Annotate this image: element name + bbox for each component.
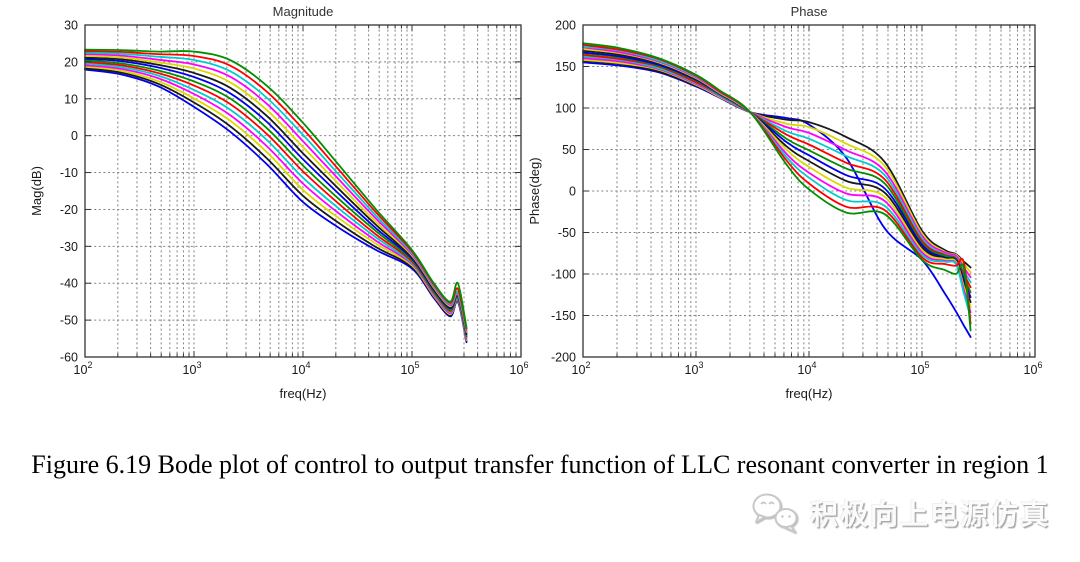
magnitude-plot-curve-04 <box>84 64 468 340</box>
magnitude-plot-curve-12 <box>84 51 468 331</box>
phase-plot-curve-07 <box>582 52 972 294</box>
y-tick-label: 50 <box>562 143 576 157</box>
y-tick-label: -40 <box>60 277 78 291</box>
magnitude-plot-curve-05 <box>84 62 468 339</box>
y-tick-label: 150 <box>555 60 576 74</box>
x-tick-label: 102 <box>572 360 591 377</box>
magnitude-plot-curve-07 <box>84 59 468 337</box>
watermark-text: 积极向上电源仿真 <box>810 499 1051 530</box>
curve-family <box>582 42 972 338</box>
phase-plot-curve-09 <box>582 49 972 304</box>
y-tick-label: 0 <box>71 129 78 143</box>
x-tick-label: 105 <box>911 360 930 377</box>
magnitude-plot-title: Magnitude <box>273 4 334 19</box>
x-tick-label: 103 <box>685 360 704 377</box>
phase-plot-curve-08 <box>582 51 972 299</box>
x-tick-label: 102 <box>74 360 93 377</box>
y-tick-label: -100 <box>551 268 576 282</box>
axis-ticks <box>84 24 522 358</box>
x-tick-label: 104 <box>292 360 311 377</box>
magnitude-plot-curve-01 <box>84 68 468 344</box>
phase-plot-curve-13 <box>582 44 972 325</box>
figure-caption: Figure 6.19 Bode plot of control to outp… <box>31 450 1049 479</box>
axis-ticks <box>582 24 1036 358</box>
y-tick-label: 30 <box>64 19 78 33</box>
x-tick-label: 105 <box>401 360 420 377</box>
watermark: 积极向上电源仿真 <box>750 492 1050 534</box>
y-tick-label: -150 <box>551 309 576 323</box>
magnitude-plot-curve-10 <box>84 55 468 333</box>
y-tick-label: 0 <box>569 185 576 199</box>
y-tick-label: -30 <box>60 240 78 254</box>
y-tick-label: 10 <box>64 92 78 106</box>
phase-plot-curve-01 <box>582 61 972 338</box>
magnitude-plot-curve-03 <box>84 65 468 341</box>
phase-plot-curve-11 <box>582 46 972 314</box>
magnitude-plot-curve-14 <box>84 48 468 329</box>
phase-plot-curve-02 <box>582 59 972 269</box>
curve-family <box>84 48 468 344</box>
y-tick-label: -50 <box>558 226 576 240</box>
y-tick-label: -50 <box>60 314 78 328</box>
magnitude-plot-curve-06 <box>84 61 468 338</box>
y-axis-label: Phase(deg) <box>527 157 542 224</box>
y-tick-label: -60 <box>60 351 78 365</box>
y-tick-label: 200 <box>555 19 576 33</box>
phase-plot-curve-10 <box>582 48 972 309</box>
phase-plot-title: Phase <box>791 4 828 19</box>
magnitude-plot-curve-11 <box>84 53 468 332</box>
phase-plot-curve-14 <box>582 42 972 332</box>
y-tick-label: 100 <box>555 102 576 116</box>
y-axis-label: Mag(dB) <box>29 166 44 216</box>
magnitude-plot-curve-02 <box>84 67 468 342</box>
x-axis-label: freq(Hz) <box>786 386 833 401</box>
y-tick-label: -200 <box>551 351 576 365</box>
y-tick-label: -20 <box>60 203 78 217</box>
x-tick-label: 106 <box>1024 360 1043 377</box>
magnitude-plot-curve-09 <box>84 56 468 334</box>
x-tick-label: 104 <box>798 360 817 377</box>
phase-plot-curve-12 <box>582 45 972 319</box>
x-tick-label: 106 <box>510 360 529 377</box>
magnitude-plot-curve-08 <box>84 58 468 335</box>
wechat-icon <box>752 493 798 533</box>
x-tick-label: 103 <box>183 360 202 377</box>
y-tick-label: -10 <box>60 166 78 180</box>
x-axis-label: freq(Hz) <box>280 386 327 401</box>
y-tick-label: 20 <box>64 55 78 69</box>
